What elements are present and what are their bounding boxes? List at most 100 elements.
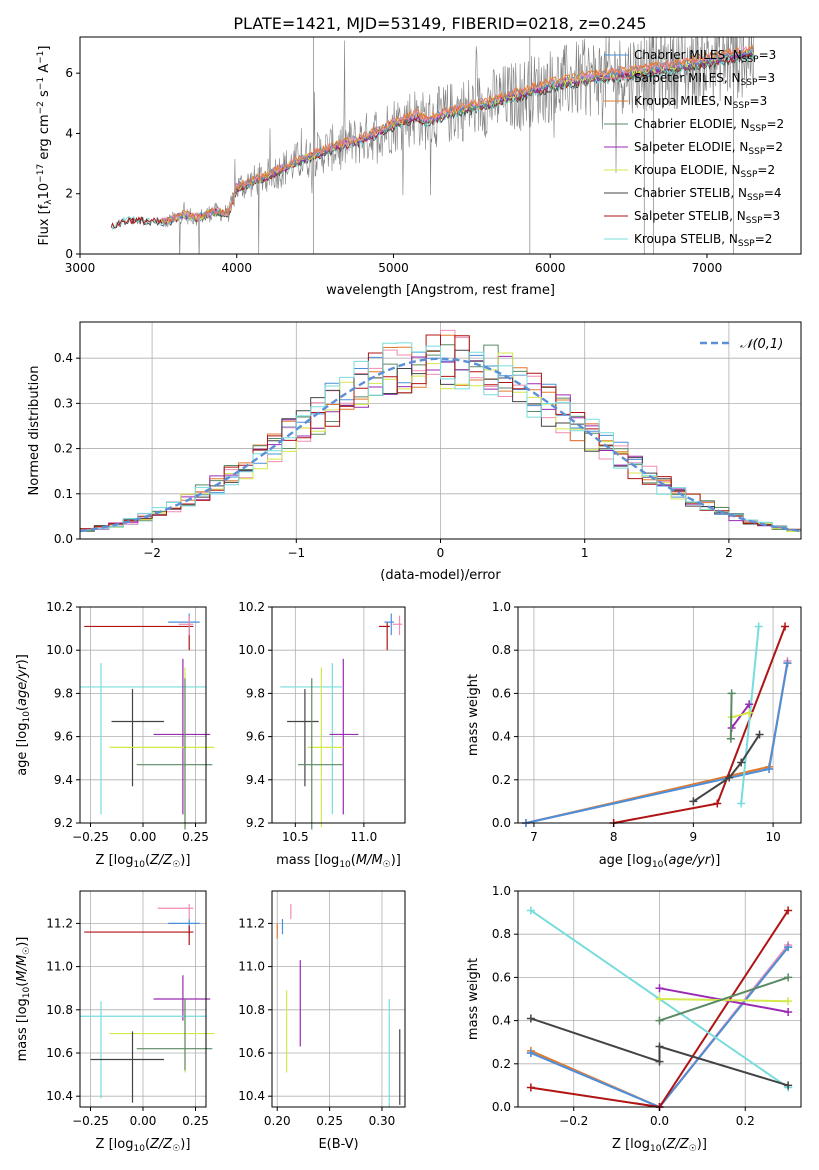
y-tick-label: 0.1 [54,487,73,501]
x-tick-label: 0 [437,546,445,560]
y-tick-label: 4 [65,126,73,140]
label-part: SSP [741,78,758,88]
label-part: mass [log [276,853,339,868]
label-part: Z/Z [149,853,173,868]
residuals-plot-area [79,329,802,533]
x-tick-label: 8 [610,830,618,844]
x-tick-label: 7000 [692,261,723,275]
x-tick-label: 0.0 [650,1114,669,1128]
x-tick-label: 4000 [221,261,252,275]
label-part: ( [351,853,356,868]
y-tick-label: 0.2 [492,773,511,787]
y-tick-label: 10.6 [238,1046,265,1060]
label-part: =2 [755,232,773,246]
mass_vs_ebv-plot-area [276,903,401,1107]
axes-frame [517,606,802,824]
axes-frame [271,606,406,824]
label-part: (data-model)/error [380,568,501,583]
y-tick-label: 0.6 [492,970,511,984]
axes-frame [79,36,802,255]
x-tick-label: −0.25 [72,830,109,844]
y-tick-label: 11.2 [238,916,265,930]
y-tick-label: 1.0 [492,884,511,898]
label-part: ☉ [383,860,391,870]
legend-label-kroupa_miles: Kroupa MILES, NSSP=3 [634,94,767,111]
x-tick-label: 1 [581,546,589,560]
label-part: Normed distribution [27,366,42,496]
weight-marker-kroupa_stelib [737,799,746,808]
label-part: =3 [750,94,768,108]
legend-label-chabrier_miles: Chabrier MILES, NSSP=3 [634,48,776,65]
y-tick-label: 11.0 [238,960,265,974]
x-tick-label: 6000 [535,261,566,275]
label-part: age/yr [15,663,30,706]
label-part: )] [180,1137,190,1152]
y-tick-label: 0.4 [492,730,511,744]
x-axis-label: E(B-V) [318,1137,358,1152]
x-tick-label: 0.20 [264,1114,291,1128]
label-part: Chabrier MILES, N [634,48,742,62]
label-part: )] [697,1137,707,1152]
label-part: Salpeter STELIB, N [634,209,746,223]
y-axis-label: age [log10(age/yr)] [15,654,32,776]
label-part: 10 [133,1144,145,1154]
label-part: Z/Z [149,1137,173,1152]
label-part: ( [15,706,30,711]
model-line-kroupa_miles [161,43,754,224]
x-tick-label: 3000 [65,261,96,275]
label-part: Flux [f [37,204,52,245]
weight-line-chabrier_stelib [692,733,761,803]
legend-label-chabrier_stelib: Chabrier STELIB, NSSP=4 [634,186,782,203]
y-tick-label: 10.2 [238,600,265,614]
legend-label-salpeter_miles: Salpeter MILES, NSSP=3 [634,71,775,88]
label-part: ( [145,1137,150,1152]
legend-label-salpeter_stelib: Salpeter STELIB, NSSP=3 [634,209,780,226]
y-axis-label: mass [log10(M/M☉)] [15,937,32,1062]
label-part: A [37,64,52,77]
x-tick-label: 2 [725,546,733,560]
axes-frame [271,890,406,1108]
y-tick-label: 0.2 [54,442,73,456]
label-part: SSP [733,101,750,111]
weight-marker-chabrier_elodie [726,734,735,743]
x-tick-label: 0.25 [182,830,209,844]
weight-marker-chabrier_stelib [755,730,764,739]
y-tick-label: 11.0 [46,960,73,974]
mass_vs_ebv-panel: 0.20 0.25 0.30 10.4 10.6 10.8 11.0 11.2 E(B-V) [238,890,406,1152]
weight-marker-chabrier_elodie [655,1016,664,1025]
label-part: −2 [36,101,46,114]
label-part: =4 [764,186,782,200]
y-tick-label: 0.4 [492,1014,511,1028]
age_vs_mass-plot-area [280,613,403,830]
weight-line-chabrier_stelib [530,1017,789,1087]
y-tick-label: 0.0 [492,816,511,830]
label-part: M/M [356,853,383,868]
weight-marker-chabrier_elodie [727,689,736,698]
label-part: )] [15,654,30,664]
label-part: =2 [757,163,775,177]
y-axis-label: mass weight [466,958,481,1040]
y-tick-label: 2 [65,187,73,201]
y-tick-label: 10.4 [238,1089,265,1103]
label-part: s [37,90,52,101]
y-tick-label: 1.0 [492,600,511,614]
spectrum-panel: 3000 4000 5000 6000 7000 0 2 4 6 wavelength [Angs… [36,36,802,298]
label-part: mass weight [466,958,481,1040]
x-axis-label: wavelength [Angstrom, rest frame] [326,283,555,298]
legend-label-chabrier_elodie: Chabrier ELODIE, NSSP=2 [634,117,784,134]
label-part: 10 [652,860,664,870]
label-part: 10 [37,183,52,200]
label-part: ] [37,46,52,51]
label-part: −1 [36,51,46,64]
y-tick-label: 10.2 [46,600,73,614]
x-tick-label: 0.00 [130,1114,157,1128]
label-part: age [log [15,723,30,776]
label-part: ☉ [22,947,32,955]
label-part: mass weight [466,674,481,756]
weight-marker-chabrier_stelib [737,758,746,767]
y-tick-label: 9.6 [54,730,73,744]
y-tick-label: 0.2 [492,1057,511,1071]
label-part: )] [391,853,401,868]
weight-marker-salpeter_stelib [781,622,790,631]
y-tick-label: 0.0 [492,1100,511,1114]
